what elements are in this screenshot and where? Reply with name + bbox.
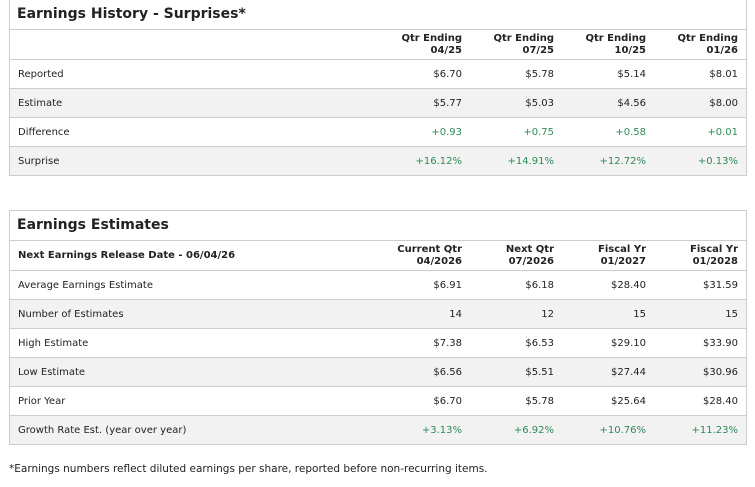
cell-value: $5.77 [378, 88, 470, 118]
column-header-line: 04/2026 [416, 255, 462, 267]
column-header: Qtr Ending 04/25 [378, 30, 470, 60]
row-label: Prior Year [10, 386, 378, 416]
column-header-line: 04/25 [430, 44, 462, 56]
table-row: Difference +0.93 +0.75 +0.58 +0.01 [10, 117, 746, 147]
cell-value: $25.64 [562, 386, 654, 416]
cell-value: +0.13% [654, 146, 746, 175]
cell-value: $33.90 [654, 328, 746, 358]
cell-value: $28.40 [654, 386, 746, 416]
cell-value: $4.56 [562, 88, 654, 118]
cell-value: $29.10 [562, 328, 654, 358]
column-header-line: Qtr Ending [585, 32, 646, 44]
table-row: Reported $6.70 $5.78 $5.14 $8.01 [10, 59, 746, 89]
cell-value: +6.92% [470, 415, 562, 444]
header-label [10, 30, 378, 60]
column-header-line: 07/25 [522, 44, 554, 56]
column-header: Qtr Ending 10/25 [562, 30, 654, 60]
cell-value: +0.01 [654, 117, 746, 147]
cell-value: $28.40 [562, 270, 654, 300]
row-label: Low Estimate [10, 357, 378, 387]
table-row: Number of Estimates 14 12 15 15 [10, 299, 746, 329]
column-header-line: 10/25 [614, 44, 646, 56]
column-header: Fiscal Yr 01/2028 [654, 241, 746, 271]
cell-value: +11.23% [654, 415, 746, 444]
header-row: Next Earnings Release Date - 06/04/26 Cur… [10, 241, 746, 271]
cell-value: $6.53 [470, 328, 562, 358]
column-header-line: Qtr Ending [401, 32, 462, 44]
table-row: High Estimate $7.38 $6.53 $29.10 $33.90 [10, 328, 746, 358]
cell-value: 12 [470, 299, 562, 329]
cell-value: $6.70 [378, 59, 470, 89]
earnings-estimates-panel: Earnings Estimates Next Earnings Release… [9, 210, 747, 445]
row-label: Difference [10, 117, 378, 147]
cell-value: +14.91% [470, 146, 562, 175]
column-header: Current Qtr 04/2026 [378, 241, 470, 271]
row-label: Average Earnings Estimate [10, 270, 378, 300]
cell-value: +0.58 [562, 117, 654, 147]
row-label: Estimate [10, 88, 378, 118]
table-row: Surprise +16.12% +14.91% +12.72% +0.13% [10, 146, 746, 175]
cell-value: +16.12% [378, 146, 470, 175]
cell-value: $6.91 [378, 270, 470, 300]
column-header: Next Qtr 07/2026 [470, 241, 562, 271]
earnings-history-panel: Earnings History - Surprises* Qtr Ending… [9, 0, 747, 176]
cell-value: $6.56 [378, 357, 470, 387]
cell-value: $6.70 [378, 386, 470, 416]
footnote: *Earnings numbers reflect diluted earnin… [9, 463, 488, 475]
cell-value: $6.18 [470, 270, 562, 300]
column-header: Qtr Ending 07/25 [470, 30, 562, 60]
cell-value: +0.75 [470, 117, 562, 147]
cell-value: $5.03 [470, 88, 562, 118]
earnings-estimates-title: Earnings Estimates [10, 211, 746, 241]
cell-value: $30.96 [654, 357, 746, 387]
row-label: Surprise [10, 146, 378, 175]
cell-value: +12.72% [562, 146, 654, 175]
earnings-estimates-table: Next Earnings Release Date - 06/04/26 Cur… [10, 241, 746, 444]
table-row: Low Estimate $6.56 $5.51 $27.44 $30.96 [10, 357, 746, 387]
cell-value: $27.44 [562, 357, 654, 387]
cell-value: +3.13% [378, 415, 470, 444]
column-header: Qtr Ending 01/26 [654, 30, 746, 60]
earnings-history-table: Qtr Ending 04/25 Qtr Ending 07/25 Qtr Ending… [10, 30, 746, 175]
row-label: High Estimate [10, 328, 378, 358]
column-header: Fiscal Yr 01/2027 [562, 241, 654, 271]
table-row: Average Earnings Estimate $6.91 $6.18 $28.4… [10, 270, 746, 300]
column-header-line: Fiscal Yr [598, 243, 646, 255]
table-row: Growth Rate Est. (year over year) +3.13% +… [10, 415, 746, 444]
column-header-line: Qtr Ending [677, 32, 738, 44]
cell-value: $7.38 [378, 328, 470, 358]
cell-value: $31.59 [654, 270, 746, 300]
cell-value: 15 [562, 299, 654, 329]
row-label: Growth Rate Est. (year over year) [10, 415, 378, 444]
column-header-line: Qtr Ending [493, 32, 554, 44]
cell-value: +10.76% [562, 415, 654, 444]
header-row: Qtr Ending 04/25 Qtr Ending 07/25 Qtr Ending… [10, 30, 746, 60]
cell-value: $5.51 [470, 357, 562, 387]
column-header-line: 07/2026 [508, 255, 554, 267]
cell-value: $8.00 [654, 88, 746, 118]
column-header-line: Fiscal Yr [690, 243, 738, 255]
table-row: Estimate $5.77 $5.03 $4.56 $8.00 [10, 88, 746, 118]
release-date-label: Next Earnings Release Date - 06/04/26 [10, 241, 378, 271]
cell-value: $8.01 [654, 59, 746, 89]
earnings-history-title: Earnings History - Surprises* [10, 0, 746, 30]
column-header-line: Current Qtr [397, 243, 462, 255]
row-label: Reported [10, 59, 378, 89]
cell-value: $5.78 [470, 59, 562, 89]
cell-value: +0.93 [378, 117, 470, 147]
column-header-line: 01/26 [706, 44, 738, 56]
cell-value: $5.14 [562, 59, 654, 89]
row-label: Number of Estimates [10, 299, 378, 329]
cell-value: 15 [654, 299, 746, 329]
table-row: Prior Year $6.70 $5.78 $25.64 $28.40 [10, 386, 746, 416]
column-header-line: 01/2028 [692, 255, 738, 267]
column-header-line: 01/2027 [600, 255, 646, 267]
cell-value: 14 [378, 299, 470, 329]
cell-value: $5.78 [470, 386, 562, 416]
column-header-line: Next Qtr [505, 243, 554, 255]
